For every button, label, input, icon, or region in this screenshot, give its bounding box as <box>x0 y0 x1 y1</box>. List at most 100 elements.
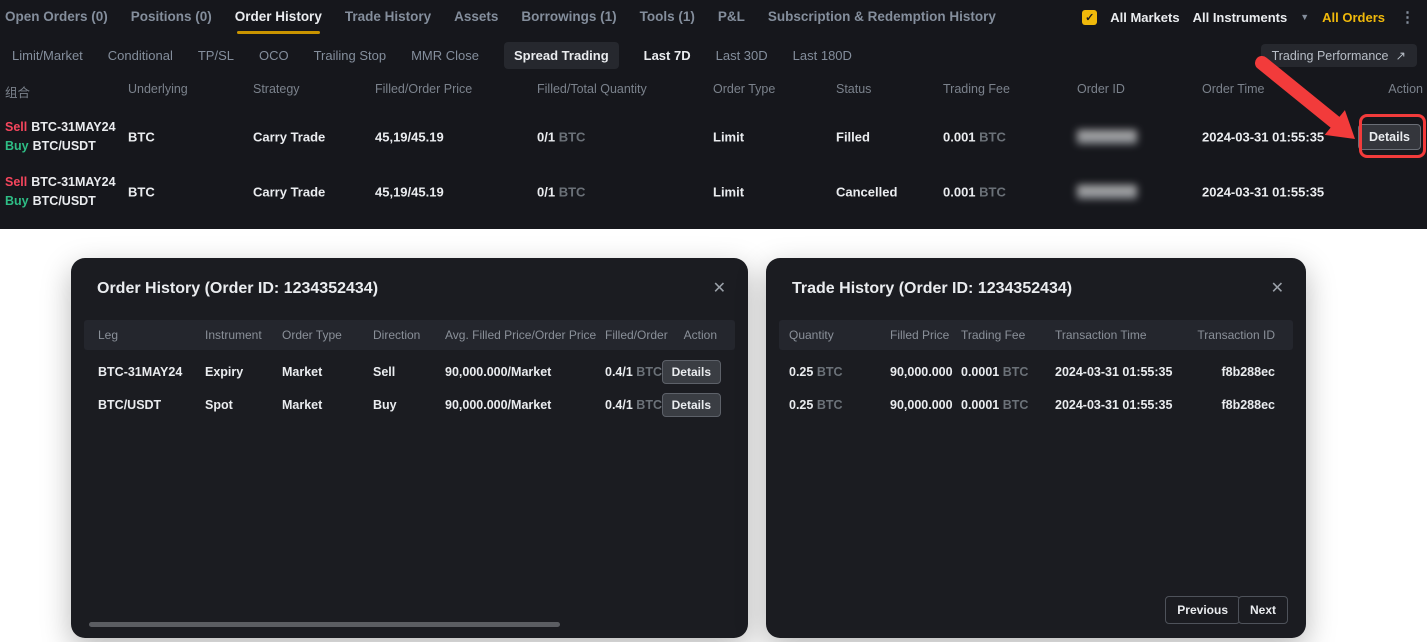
order-modal-row: BTC-31MAY24 Expiry Market Sell 90,000.00… <box>84 355 735 388</box>
cell-price: 90,000.000/Market <box>445 364 552 379</box>
header-strategy: Strategy <box>253 82 300 96</box>
header-filled-order: Filled/Order <box>605 328 668 342</box>
header-trading-fee: Trading Fee <box>961 328 1026 342</box>
cell-instrument: Expiry <box>205 364 244 379</box>
cell-price: 90,000.000/Market <box>445 397 552 412</box>
external-link-icon: ↗ <box>1395 49 1406 63</box>
trading-performance-label: Trading Performance <box>1271 48 1389 63</box>
trade-history-modal: Trade History (Order ID: 1234352434) ✕ Q… <box>766 258 1306 638</box>
cell-price: 45,19/45.19 <box>375 129 444 145</box>
details-button[interactable]: Details <box>661 359 721 384</box>
header-action: Action <box>683 328 717 342</box>
cell-order-time: 2024-03-31 01:55:35 <box>1202 184 1325 200</box>
header-pair: 组合 <box>5 86 31 100</box>
filter-conditional[interactable]: Conditional <box>107 47 173 63</box>
cell-transaction-id: f8b288ec <box>1221 364 1275 379</box>
cell-filled-price: 90,000.000 <box>890 364 953 379</box>
all-orders-link[interactable]: All Orders <box>1322 9 1385 25</box>
header-trading-fee: Trading Fee <box>943 82 1010 96</box>
cell-quantity: 0.25 BTC <box>789 364 843 379</box>
next-button[interactable]: Next <box>1237 596 1288 624</box>
tab-pnl[interactable]: P&L <box>717 9 745 24</box>
filter-limit-market[interactable]: Limit/Market <box>12 47 83 63</box>
header-filled-price: Filled Price <box>890 328 950 342</box>
cell-pair: Sell BTC-31MAY24 Buy BTC/USDT <box>5 173 116 211</box>
order-history-modal: Order History (Order ID: 1234352434) ✕ L… <box>71 258 748 638</box>
header-status: Status <box>836 82 872 96</box>
horizontal-scrollbar[interactable] <box>89 622 560 627</box>
cell-status: Cancelled <box>836 184 898 200</box>
tab-order-history[interactable]: Order History <box>235 0 322 34</box>
header-order-time: Order Time <box>1202 82 1265 96</box>
header-filled-total-quantity: Filled/Total Quantity <box>537 82 647 96</box>
cell-trading-fee: 0.001 BTC <box>943 184 1006 200</box>
tab-assets[interactable]: Assets <box>454 9 499 24</box>
all-markets-checkbox[interactable]: ✓ <box>1082 9 1098 25</box>
order-id-redacted <box>1077 130 1137 144</box>
filter-mmr-close[interactable]: MMR Close <box>411 47 479 63</box>
range-last-30d[interactable]: Last 30D <box>715 47 768 63</box>
trade-modal-row: 0.25 BTC 90,000.000 0.0001 BTC 2024-03-3… <box>779 388 1293 421</box>
cell-filled: 0.4/1 BTC <box>605 397 662 412</box>
cell-order-time: 2024-03-31 01:55:35 <box>1202 129 1325 145</box>
table-row: Sell BTC-31MAY24 Buy BTC/USDT BTC Carry Tr… <box>0 107 1427 167</box>
tab-tools[interactable]: Tools (1) <box>639 9 695 24</box>
order-modal-title: Order History (Order ID: 1234352434) <box>97 280 379 297</box>
close-icon[interactable]: ✕ <box>1270 280 1284 297</box>
cell-order-type: Limit <box>713 184 745 200</box>
buy-instrument: BTC/USDT <box>32 139 96 153</box>
cell-strategy: Carry Trade <box>253 129 326 145</box>
filter-trailing-stop[interactable]: Trailing Stop <box>313 47 387 63</box>
cell-trading-fee: 0.001 BTC <box>943 129 1006 145</box>
header-quantity: Quantity <box>789 328 834 342</box>
all-markets-label: All Markets <box>1110 9 1180 25</box>
top-nav: Open Orders (0) Positions (0) Order Hist… <box>0 0 1427 34</box>
filter-oco[interactable]: OCO <box>258 47 289 63</box>
filter-spread-trading-selected[interactable]: Spread Trading <box>504 41 619 69</box>
sell-direction-label: Sell <box>5 175 28 189</box>
range-last-180d[interactable]: Last 180D <box>792 47 852 63</box>
header-instrument: Instrument <box>205 328 262 342</box>
table-row: Sell BTC-31MAY24 Buy BTC/USDT BTC Carry Tr… <box>0 162 1427 222</box>
cell-leg: BTC-31MAY24 <box>98 364 183 379</box>
range-last-7d[interactable]: Last 7D <box>643 47 691 63</box>
cell-trading-fee: 0.0001 BTC <box>961 364 1029 379</box>
trade-modal-row: 0.25 BTC 90,000.000 0.0001 BTC 2024-03-3… <box>779 355 1293 388</box>
cell-transaction-time: 2024-03-31 01:55:35 <box>1055 397 1173 412</box>
close-icon[interactable]: ✕ <box>712 280 726 297</box>
header-transaction-time: Transaction Time <box>1055 328 1147 342</box>
all-instruments-dropdown[interactable]: All Instruments <box>1192 9 1288 25</box>
cell-trading-fee: 0.0001 BTC <box>961 397 1029 412</box>
cell-filled-price: 90,000.000 <box>890 397 953 412</box>
trading-performance-button[interactable]: Trading Performance ↗ <box>1260 44 1417 67</box>
previous-button[interactable]: Previous <box>1165 596 1240 624</box>
cell-leg: BTC/USDT <box>98 397 162 412</box>
trade-modal-title: Trade History (Order ID: 1234352434) <box>792 280 1073 297</box>
more-menu-icon[interactable]: ⋮ <box>1400 9 1415 26</box>
order-id-redacted <box>1077 185 1137 199</box>
header-underlying: Underlying <box>128 82 188 96</box>
details-button[interactable]: Details <box>1358 124 1421 150</box>
cell-strategy: Carry Trade <box>253 184 326 200</box>
cell-direction: Buy <box>373 397 397 412</box>
cell-transaction-time: 2024-03-31 01:55:35 <box>1055 364 1173 379</box>
tab-borrowings[interactable]: Borrowings (1) <box>521 9 617 24</box>
tab-subscription-redemption-history[interactable]: Subscription & Redemption History <box>767 9 996 24</box>
trade-modal-table-header: Quantity Filled Price Trading Fee Transa… <box>779 320 1293 350</box>
filter-tpsl[interactable]: TP/SL <box>197 47 234 63</box>
cell-quantity: 0/1 BTC <box>537 184 586 200</box>
tab-positions[interactable]: Positions (0) <box>130 9 212 24</box>
cell-pair: Sell BTC-31MAY24 Buy BTC/USDT <box>5 118 116 156</box>
sell-instrument: BTC-31MAY24 <box>31 120 116 134</box>
tab-trade-history[interactable]: Trade History <box>344 9 432 24</box>
details-button[interactable]: Details <box>661 392 721 417</box>
buy-instrument: BTC/USDT <box>32 194 96 208</box>
cell-underlying: BTC <box>128 129 155 145</box>
header-order-id: Order ID <box>1077 82 1125 96</box>
orders-table-header: 组合 Underlying Strategy Filled/Order Pric… <box>0 82 1427 100</box>
cell-direction: Sell <box>373 364 396 379</box>
tab-open-orders[interactable]: Open Orders (0) <box>5 9 108 24</box>
cell-price: 45,19/45.19 <box>375 184 444 200</box>
sell-instrument: BTC-31MAY24 <box>31 175 116 189</box>
